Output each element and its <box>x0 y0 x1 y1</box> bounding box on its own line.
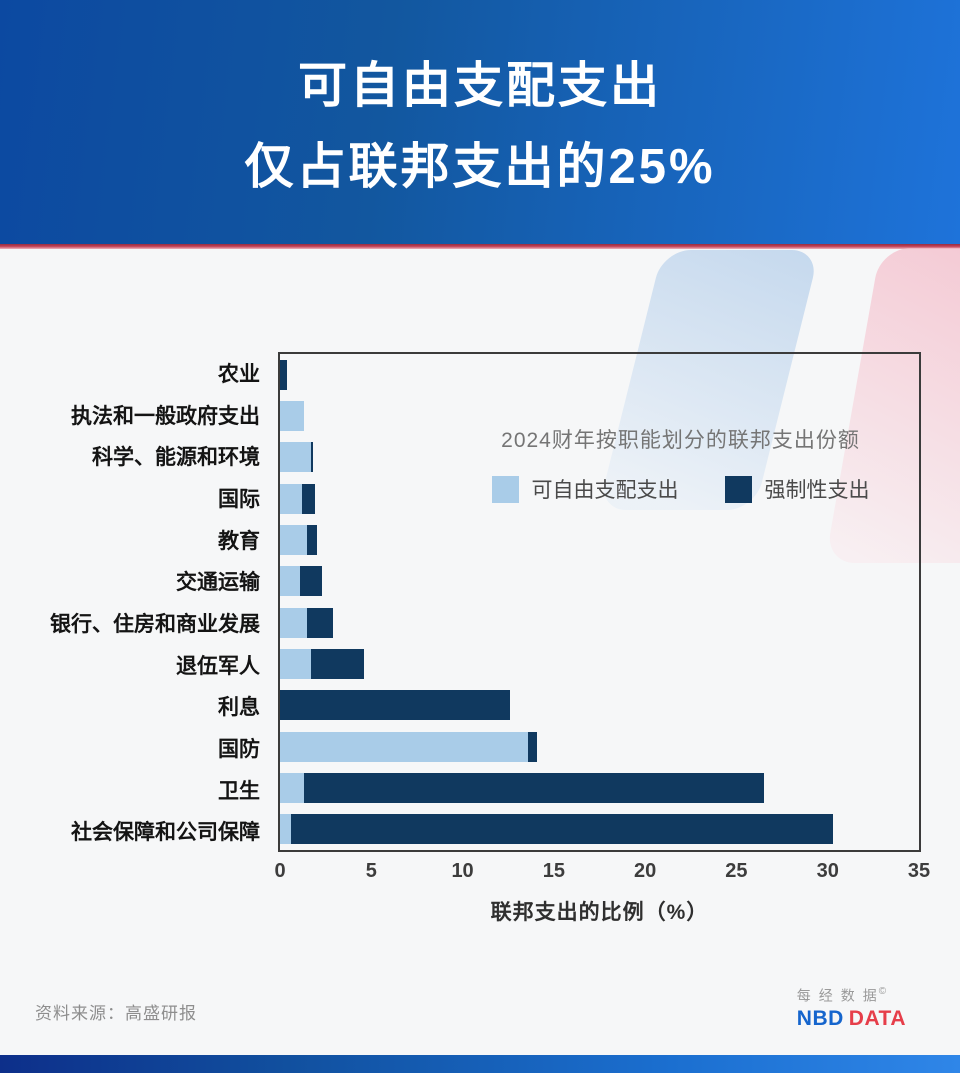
bar-segment-mandatory <box>311 442 313 473</box>
bar-row <box>280 525 919 555</box>
copyright-mark: © <box>878 986 887 997</box>
bar-row <box>280 773 919 803</box>
bar-row <box>280 690 919 721</box>
bar-row <box>280 442 919 473</box>
category-label: 科学、能源和环境 <box>92 446 260 470</box>
bar-row <box>280 731 919 762</box>
x-tick-label: 35 <box>907 860 931 882</box>
x-ticks: 0 5 10 15 20 25 30 35 <box>274 860 930 886</box>
chart-title: 2024财年按职能划分的联邦支出份额 <box>501 429 860 452</box>
bar-row <box>280 483 919 514</box>
bar-segment-discretionary <box>280 483 302 514</box>
logo-chinese-text: 每经数据 <box>796 987 885 1004</box>
header-banner: 可自由支配支出 仅占联邦支出的25% <box>0 0 960 244</box>
bar-segment-mandatory <box>290 814 834 845</box>
category-label: 社会保障和公司保障 <box>71 821 260 845</box>
legend-label: 强制性支出 <box>764 479 870 502</box>
bar-segment-discretionary <box>280 649 312 679</box>
bar-segment-mandatory <box>303 773 764 803</box>
category-label: 卫生 <box>218 779 260 803</box>
legend-swatch <box>724 475 752 503</box>
bar-segment-discretionary <box>280 525 308 555</box>
bar-row <box>280 401 919 431</box>
plot-area: 2024财年按职能划分的联邦支出份额 可自由支配支出 强制性支出 <box>278 352 921 852</box>
bar-row <box>280 607 919 638</box>
bar-segment-discretionary <box>280 442 312 473</box>
logo-chinese-line: 每经数据© <box>797 986 906 1006</box>
bar-segment-discretionary <box>280 607 308 638</box>
bar-segment-discretionary <box>280 731 529 762</box>
x-tick-label: 5 <box>365 860 377 882</box>
logo-nbd-text: NBD <box>796 1006 844 1030</box>
category-label: 国际 <box>218 487 260 511</box>
bar-row <box>280 566 919 597</box>
bar-segment-mandatory <box>280 690 511 721</box>
logo-data-text: DATA <box>848 1006 906 1030</box>
bottom-blue-bar <box>0 1055 960 1073</box>
nbd-data-logo: 每经数据© NBD DATA <box>797 986 906 1031</box>
bar-segment-mandatory <box>307 607 333 638</box>
main-title-line1: 可自由支配支出 <box>297 59 662 113</box>
bar-segment-discretionary <box>280 773 304 803</box>
category-label: 利息 <box>218 696 260 720</box>
legend-item: 可自由支配支出 <box>491 474 679 504</box>
bar-row <box>280 649 919 679</box>
category-label: 国防 <box>218 737 260 761</box>
legend-label: 可自由支配支出 <box>531 479 679 502</box>
x-tick-label: 10 <box>451 860 474 882</box>
x-tick-label: 25 <box>725 860 748 882</box>
bar-segment-discretionary <box>280 814 291 845</box>
bar-segment-mandatory <box>307 525 317 555</box>
x-tick-label: 0 <box>274 860 286 882</box>
bar-segment-discretionary <box>280 566 301 597</box>
bar-segment-mandatory <box>300 566 322 597</box>
bar-row <box>280 814 919 845</box>
logo-english-line: NBD DATA <box>797 1006 906 1031</box>
category-label: 退伍军人 <box>176 654 260 678</box>
red-divider <box>0 244 960 249</box>
x-tick-label: 20 <box>634 860 657 882</box>
bar-segment-mandatory <box>280 359 288 390</box>
bar-segment-mandatory <box>311 649 364 679</box>
x-tick-label: 30 <box>816 860 839 882</box>
category-labels: 农业执法和一般政府支出科学、能源和环境国际教育交通运输银行、住房和商业发展退伍军… <box>0 352 268 852</box>
main-title: 可自由支配支出 仅占联邦支出的25% <box>0 46 960 208</box>
bar-segment-mandatory <box>301 483 315 514</box>
legend-items: 可自由支配支出 强制性支出 <box>450 474 911 504</box>
bar-segment-discretionary <box>280 401 304 431</box>
bar-row <box>280 359 919 390</box>
main-title-line2: 仅占联邦支出的25% <box>244 140 716 194</box>
category-label: 教育 <box>218 529 260 553</box>
source-note: 资料来源：高盛研报 <box>35 1004 197 1023</box>
x-tick-label: 15 <box>542 860 565 882</box>
legend-item: 强制性支出 <box>724 474 870 504</box>
category-label: 农业 <box>218 362 260 386</box>
category-label: 银行、住房和商业发展 <box>50 612 260 636</box>
x-axis-label: 联邦支出的比例（%） <box>490 901 709 924</box>
chart-legend: 2024财年按职能划分的联邦支出份额 可自由支配支出 强制性支出 <box>450 424 911 504</box>
category-label: 交通运输 <box>176 571 260 595</box>
legend-swatch <box>491 475 519 503</box>
category-label: 执法和一般政府支出 <box>71 404 260 428</box>
bar-segment-mandatory <box>528 731 538 762</box>
